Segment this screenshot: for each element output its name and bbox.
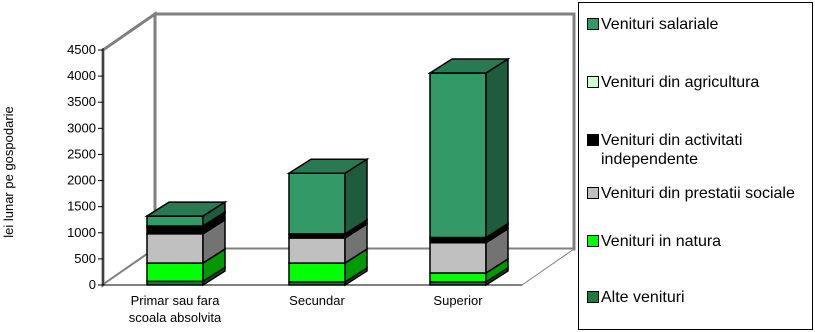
- legend-label: Venituri din prestatii sociale: [601, 185, 795, 202]
- legend-swatch: [587, 187, 599, 199]
- legend-item: Venituri din agricultura: [587, 73, 815, 92]
- y-tick-label: 1500: [67, 199, 96, 214]
- bar-segment-front: [429, 272, 487, 283]
- bars: [144, 57, 511, 287]
- y-tick-label: 2000: [67, 173, 96, 188]
- legend-item: Alte venituri: [587, 288, 815, 307]
- x-tick-label: Secundar: [289, 293, 345, 308]
- bar-stack: [144, 200, 228, 287]
- y-tick-label: 0: [89, 277, 96, 292]
- bar-segment-front: [146, 262, 204, 283]
- bar-segment-front: [288, 262, 346, 283]
- legend-item: Venituri din activitati independente: [587, 131, 815, 169]
- legend-item: Venituri in natura: [587, 232, 815, 251]
- legend-swatch: [587, 291, 599, 303]
- x-axis-labels: Primar sau fara scoala absolvita Secundar S…: [129, 293, 483, 325]
- legend-label: Venituri din agricultura: [601, 74, 760, 91]
- legend-label: Venituri din activitati independente: [601, 132, 743, 168]
- bar-segment-front: [429, 241, 487, 274]
- x-tick-label: Primar sau fara scoala absolvita: [129, 293, 222, 325]
- x-tick-label: Superior: [433, 293, 483, 308]
- bar-segment-front: [429, 72, 487, 239]
- bar-segment-side: [485, 57, 509, 239]
- bar-segment-front: [146, 226, 204, 235]
- bar-segment-front: [146, 233, 204, 264]
- y-tick-label: 2500: [67, 146, 96, 161]
- y-axis-title: lei lunar pe gospodarie: [1, 106, 16, 238]
- y-tick-label: 3000: [67, 120, 96, 135]
- bar-segment-front: [288, 237, 346, 264]
- bar-stack: [427, 57, 511, 287]
- y-tick-label: 500: [74, 251, 96, 266]
- legend-swatch: [587, 235, 599, 247]
- legend-label: Alte venituri: [601, 289, 685, 306]
- y-tick-label: 4000: [67, 68, 96, 83]
- legend-swatch: [587, 76, 599, 88]
- bar-top: [286, 158, 370, 174]
- y-axis: 0 500 1000 1500 2000 2500 3000 3500 4000 4500: [67, 42, 522, 292]
- bar-top: [144, 201, 228, 217]
- bar-segment-front: [146, 215, 204, 227]
- legend-label: Venituri in natura: [601, 233, 722, 250]
- bar-segment-front: [288, 172, 346, 235]
- legend-swatch: [587, 134, 599, 146]
- legend: Venituri salariale Venituri din agricultu…: [578, 2, 813, 330]
- y-tick-label: 3500: [67, 94, 96, 109]
- legend-item: Venituri din prestatii sociale: [587, 184, 815, 203]
- legend-swatch: [587, 18, 599, 30]
- legend-label: Venituri salariale: [601, 16, 719, 33]
- stacked-bar-chart-3d: 0 500 1000 1500 2000 2500 3000 3500 4000 4500 Pri…: [1, 11, 576, 325]
- bar-stack: [286, 157, 370, 287]
- y-tick-label: 4500: [67, 42, 96, 57]
- bar-top: [427, 58, 511, 74]
- y-tick-label: 1000: [67, 225, 96, 240]
- legend-item: Venituri salariale: [587, 15, 815, 34]
